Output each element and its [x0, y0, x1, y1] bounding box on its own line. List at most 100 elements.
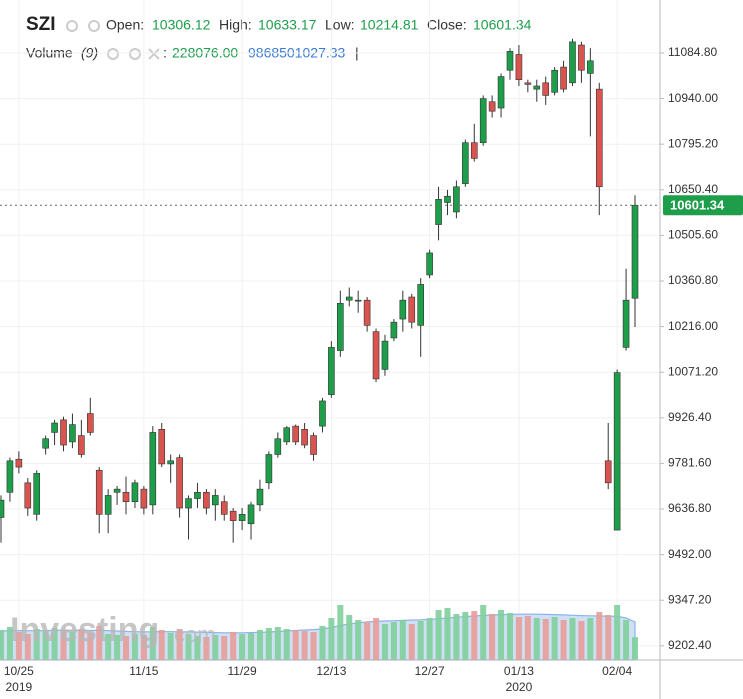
high-value: 10633.17: [258, 17, 317, 33]
candle-body: [51, 422, 58, 433]
volume-bar: [605, 615, 612, 660]
candle-body: [479, 98, 487, 143]
volume-bar: [381, 624, 388, 660]
candle-body: [622, 299, 630, 348]
candle-body: [578, 44, 585, 71]
volume-bar: [408, 624, 415, 660]
year-label: 2020: [506, 680, 533, 694]
volume-bar: [542, 619, 549, 660]
candle-body: [212, 495, 219, 506]
watermark: Investing: [10, 611, 159, 649]
volume-bar: [301, 631, 308, 660]
volume-bar: [96, 626, 103, 660]
candle-body: [613, 372, 621, 531]
volume-bar: [435, 610, 442, 660]
volume-bar: [221, 636, 228, 660]
volume-bar: [453, 614, 460, 660]
volume-bar: [337, 605, 344, 660]
symbol: SZI: [26, 14, 56, 35]
open-value: 10306.12: [152, 17, 211, 33]
x-tick-label: 02/04: [602, 664, 632, 678]
volume-bar: [632, 637, 638, 660]
volume-bar: [524, 616, 531, 660]
volume-bar: [498, 610, 505, 660]
volume-bar: [140, 635, 147, 660]
header: SZI Open: 10306.12 High: 10633.17 Low: 1…: [26, 14, 532, 61]
volume-bar: [614, 605, 621, 660]
volume-bar: [471, 611, 478, 660]
volume-bar: [176, 629, 183, 660]
volume-bar: [399, 620, 406, 660]
volume-bar: [506, 613, 513, 660]
volume-bar: [319, 626, 326, 660]
volume-bar: [292, 630, 299, 660]
close-value: 10601.34: [473, 17, 532, 33]
volume-bar: [131, 634, 138, 660]
eye-icon[interactable]: [66, 20, 78, 32]
volume-bar: [185, 634, 192, 660]
candle-body: [587, 60, 594, 74]
volume-bar: [256, 630, 263, 660]
candle-body: [328, 347, 335, 395]
y-tick-label: 10795.20: [668, 136, 718, 150]
candle-body: [533, 85, 541, 90]
candle-body: [104, 495, 112, 515]
volume-bar: [480, 605, 487, 660]
gear-icon[interactable]: [129, 48, 141, 60]
gear-icon[interactable]: [88, 20, 100, 32]
close-icon[interactable]: [148, 48, 160, 60]
volume-bar: [346, 615, 353, 660]
candle-body: [158, 428, 166, 465]
y-tick-label: 10216.00: [668, 319, 718, 333]
volume-bar: [515, 617, 522, 660]
volume-bar: [417, 621, 424, 660]
candle-body: [274, 438, 282, 455]
volume-bar: [42, 631, 49, 660]
candle-body: [220, 501, 228, 515]
candle-body: [470, 142, 478, 159]
volume-bar: [158, 630, 165, 660]
volume-bar: [60, 630, 67, 660]
volume-bar: [364, 622, 371, 660]
candle-body: [381, 340, 389, 370]
y-tick-label: 9926.40: [668, 410, 712, 424]
volume-bar: [265, 628, 272, 660]
volume-bar: [328, 618, 335, 660]
volume-bar: [462, 612, 469, 660]
y-tick-label: 10650.40: [668, 182, 718, 196]
volume-bar: [114, 635, 121, 660]
candle-body: [497, 76, 505, 109]
candle-body: [390, 321, 398, 339]
volume-bar: [212, 635, 219, 660]
volume-bar: [310, 632, 317, 660]
candle-body: [426, 252, 433, 276]
candle-body: [551, 69, 558, 93]
last-price-label: 10601.34: [670, 198, 725, 213]
candle-body: [122, 491, 130, 503]
candle-body: [6, 460, 14, 493]
candle-body: [310, 435, 317, 455]
candle-body: [319, 400, 326, 427]
candle-body: [408, 296, 416, 323]
candle-body: [435, 199, 442, 225]
volume-bar: [69, 632, 76, 660]
close-label: Close:: [427, 17, 467, 33]
candle-body: [131, 482, 139, 503]
candle-body: [569, 41, 576, 84]
volume-bar: [230, 632, 237, 660]
volume-bar: [355, 620, 362, 660]
eye-icon[interactable]: [107, 48, 119, 60]
plot-area: [0, 0, 660, 661]
candle-body: [247, 504, 255, 525]
volume-bar: [390, 622, 397, 660]
candle-body: [515, 54, 523, 80]
candle-body: [542, 82, 550, 96]
x-tick-label: 12/13: [316, 664, 346, 678]
candle-body: [301, 428, 308, 446]
volume-bar: [426, 618, 433, 660]
volume-bar: [33, 629, 40, 660]
candle-body: [524, 82, 532, 85]
volume-bar: [149, 627, 156, 660]
